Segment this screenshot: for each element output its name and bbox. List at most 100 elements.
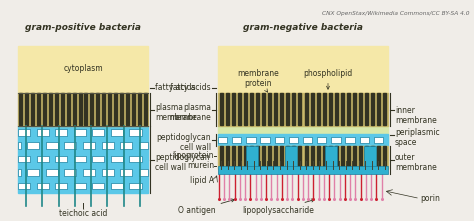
Bar — [92, 183, 104, 189]
Bar — [114, 93, 117, 125]
Bar — [218, 93, 388, 126]
Bar — [289, 137, 298, 143]
Bar — [341, 146, 344, 168]
Text: inner
membrane: inner membrane — [395, 106, 437, 126]
Bar — [238, 93, 241, 125]
Bar — [303, 137, 312, 143]
Bar — [359, 146, 362, 168]
Bar — [36, 156, 49, 162]
Bar — [353, 146, 356, 168]
Bar — [250, 146, 253, 168]
Text: O antigen: O antigen — [178, 199, 235, 215]
Bar — [101, 142, 114, 149]
Bar — [377, 146, 381, 168]
Text: peptidoglycan
cell wall: peptidoglycan cell wall — [155, 153, 210, 172]
Bar — [335, 146, 338, 168]
Bar — [83, 169, 95, 176]
Text: teichoic acid: teichoic acid — [59, 210, 107, 219]
Bar — [84, 93, 87, 125]
Bar — [310, 93, 314, 125]
Bar — [101, 169, 114, 176]
Text: CNX OpenStax/Wikimedia Commons/CC BY-SA 4.0: CNX OpenStax/Wikimedia Commons/CC BY-SA … — [322, 11, 470, 17]
Bar — [18, 142, 21, 149]
Bar — [329, 93, 332, 125]
Bar — [111, 156, 123, 162]
Bar — [36, 129, 49, 136]
Bar — [323, 146, 326, 168]
Bar — [111, 129, 123, 136]
Text: peptidoglycan
cell wall: peptidoglycan cell wall — [156, 133, 211, 152]
Bar — [218, 134, 388, 146]
Bar — [102, 93, 105, 125]
Bar — [26, 93, 28, 125]
Bar — [120, 169, 132, 176]
Bar — [232, 137, 241, 143]
Bar — [92, 156, 104, 162]
Bar — [325, 146, 337, 169]
Text: outer
membrane: outer membrane — [395, 153, 437, 172]
Bar — [246, 137, 255, 143]
Bar — [299, 146, 301, 168]
Bar — [49, 93, 52, 125]
Text: fatty acids: fatty acids — [170, 83, 211, 92]
Bar — [18, 46, 148, 93]
Bar — [18, 93, 148, 126]
Bar — [18, 126, 148, 192]
Bar — [359, 93, 362, 125]
Bar — [304, 93, 308, 125]
Bar — [365, 146, 368, 168]
Bar — [317, 146, 319, 168]
Text: murein: murein — [187, 161, 214, 170]
Bar — [218, 137, 227, 143]
Bar — [232, 146, 235, 168]
Bar — [226, 93, 228, 125]
Bar — [383, 146, 386, 168]
Bar — [18, 169, 21, 176]
Bar — [347, 93, 350, 125]
Bar — [256, 146, 259, 168]
Bar — [218, 126, 388, 143]
Bar — [18, 129, 30, 136]
Bar — [55, 156, 67, 162]
Bar — [27, 142, 39, 149]
Bar — [371, 146, 374, 168]
Text: lipid A: lipid A — [190, 176, 214, 185]
Bar — [120, 93, 123, 125]
Bar — [268, 146, 271, 168]
Bar — [304, 146, 308, 168]
Text: gram-negative bacteria: gram-negative bacteria — [243, 23, 363, 32]
Bar — [262, 146, 265, 168]
Bar — [137, 93, 141, 125]
Bar — [79, 93, 82, 125]
Bar — [346, 137, 355, 143]
Bar — [317, 137, 327, 143]
Bar — [374, 137, 383, 143]
Bar — [280, 93, 283, 125]
Bar — [92, 129, 104, 136]
Text: plasma
membrane: plasma membrane — [169, 103, 211, 122]
Bar — [61, 93, 64, 125]
Bar — [292, 93, 295, 125]
Bar — [96, 93, 99, 125]
Bar — [129, 156, 142, 162]
Bar — [74, 129, 86, 136]
Bar — [244, 93, 247, 125]
Text: phospholipid: phospholipid — [303, 69, 353, 89]
Bar — [74, 183, 86, 189]
Bar — [129, 129, 142, 136]
Text: fatty acids: fatty acids — [155, 83, 196, 92]
Bar — [67, 93, 70, 125]
Bar — [108, 93, 111, 125]
Bar — [262, 93, 265, 125]
Bar — [46, 142, 58, 149]
Bar — [55, 129, 67, 136]
Bar — [335, 93, 338, 125]
Bar — [331, 137, 340, 143]
Bar — [31, 93, 34, 125]
Text: porin: porin — [420, 194, 440, 203]
Bar — [274, 93, 277, 125]
Bar — [232, 93, 235, 125]
Bar — [73, 93, 76, 125]
Bar — [256, 93, 259, 125]
Bar — [329, 146, 332, 168]
